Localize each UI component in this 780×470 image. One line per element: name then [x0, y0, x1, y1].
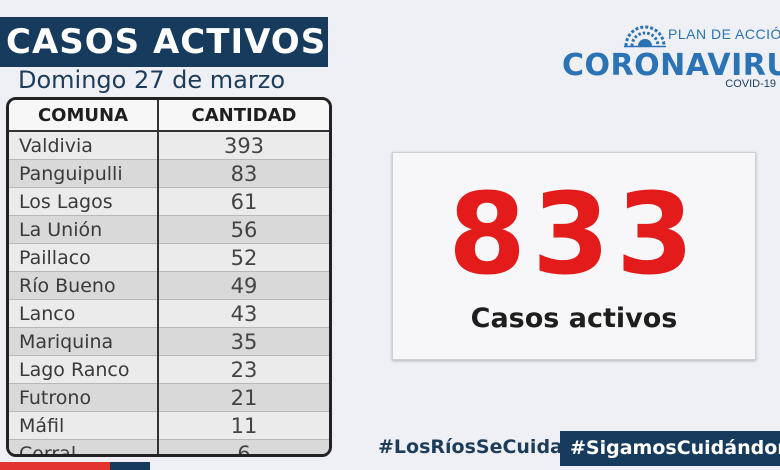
date-subtitle: Domingo 27 de marzo	[18, 66, 285, 94]
comuna-cell: Corral	[9, 439, 159, 454]
table-row: Río Bueno 49	[9, 271, 329, 300]
footer-stripe-red	[0, 462, 110, 470]
total-cases-label: Casos activos	[470, 303, 678, 334]
coronavirus-plan-logo: PLAN DE ACCIÓN CORONAVIRUS COVID-19	[560, 18, 780, 92]
comuna-cell: Río Bueno	[9, 271, 159, 300]
logo-covid-text: COVID-19	[725, 78, 776, 90]
table-row: Los Lagos 61	[9, 187, 329, 216]
hashtag-los-rios: #LosRíosSeCuida	[378, 436, 563, 458]
total-cases-number: 833	[448, 170, 700, 300]
cantidad-cell: 6	[158, 439, 329, 454]
comuna-cell: Valdivia	[9, 131, 159, 160]
comuna-cell: Los Lagos	[9, 187, 159, 216]
column-header-cantidad: CANTIDAD	[158, 100, 329, 132]
comuna-cell: Máfil	[9, 411, 159, 440]
cantidad-cell: 43	[158, 299, 329, 328]
table-row: Futrono 21	[9, 383, 329, 412]
cases-table-grid: COMUNA CANTIDAD Valdivia 393 Panguipulli 83…	[9, 100, 329, 454]
cases-table: COMUNA CANTIDAD Valdivia 393 Panguipulli 83…	[6, 97, 332, 457]
cantidad-cell: 23	[158, 355, 329, 384]
cantidad-cell: 35	[158, 327, 329, 356]
table-row: Mariquina 35	[9, 327, 329, 356]
table-header-row: COMUNA CANTIDAD	[9, 100, 329, 132]
cantidad-cell: 83	[158, 159, 329, 188]
comuna-cell: La Unión	[9, 215, 159, 244]
page-title: CASOS ACTIVOS	[0, 17, 328, 67]
table-row: Corral 6	[9, 439, 329, 454]
cantidad-cell: 11	[158, 411, 329, 440]
cantidad-cell: 393	[158, 131, 329, 160]
comuna-cell: Panguipulli	[9, 159, 159, 188]
total-cases-card: 833 Casos activos	[392, 152, 756, 360]
comuna-cell: Mariquina	[9, 327, 159, 356]
table-row: Panguipulli 83	[9, 159, 329, 188]
comuna-cell: Paillaco	[9, 243, 159, 272]
comuna-cell: Lanco	[9, 299, 159, 328]
comuna-cell: Futrono	[9, 383, 159, 412]
sun-emblem-icon	[624, 25, 666, 48]
footer-stripe-navy	[110, 462, 150, 470]
table-row: Paillaco 52	[9, 243, 329, 272]
table-row: Lago Ranco 23	[9, 355, 329, 384]
logo-main-text: CORONAVIRUS	[562, 48, 780, 83]
comuna-cell: Lago Ranco	[9, 355, 159, 384]
table-row: Valdivia 393	[9, 131, 329, 160]
cantidad-cell: 61	[158, 187, 329, 216]
column-header-comuna: COMUNA	[9, 100, 159, 132]
table-row: Máfil 11	[9, 411, 329, 440]
cantidad-cell: 21	[158, 383, 329, 412]
logo-plan-text: PLAN DE ACCIÓN	[668, 26, 780, 42]
cantidad-cell: 52	[158, 243, 329, 272]
hashtag-sigamos: #SigamosCuidándonos	[560, 431, 780, 466]
table-row: La Unión 56	[9, 215, 329, 244]
cantidad-cell: 56	[158, 215, 329, 244]
table-row: Lanco 43	[9, 299, 329, 328]
cantidad-cell: 49	[158, 271, 329, 300]
